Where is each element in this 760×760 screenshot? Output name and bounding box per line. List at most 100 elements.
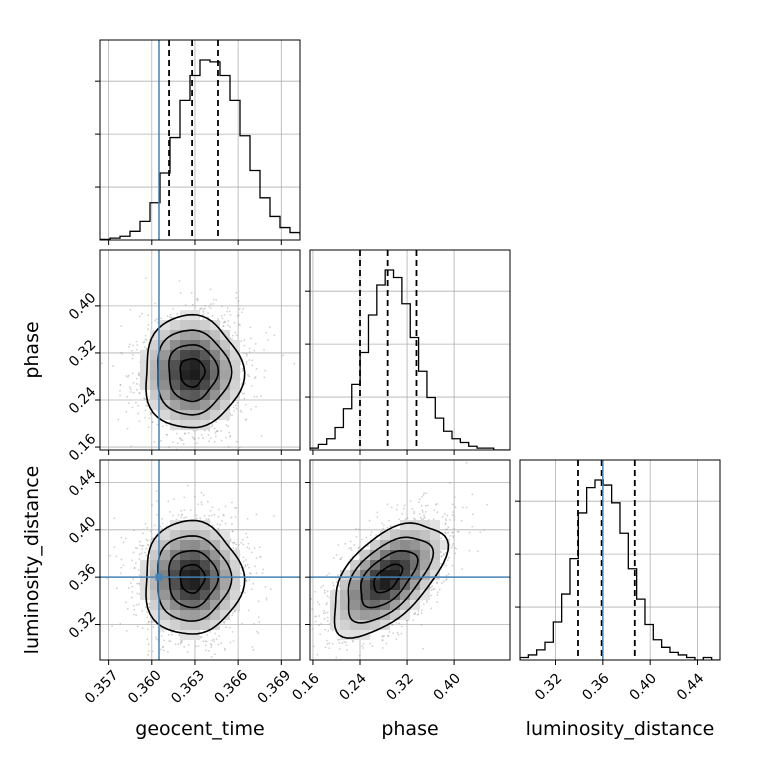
- scatter-point: [217, 515, 220, 518]
- density-cell: [190, 400, 200, 410]
- scatter-point: [192, 437, 195, 440]
- scatter-point: [153, 524, 156, 527]
- density-cell: [170, 320, 180, 330]
- scatter-point: [117, 418, 120, 421]
- scatter-point: [144, 522, 147, 525]
- density-cell: [190, 330, 200, 340]
- density-cell: [170, 560, 180, 570]
- scatter-point: [255, 405, 257, 408]
- scatter-point: [255, 513, 258, 516]
- scatter-point: [245, 362, 248, 365]
- density-cell: [180, 320, 190, 330]
- scatter-point: [181, 639, 183, 642]
- scatter-point: [120, 351, 122, 354]
- scatter-point: [131, 559, 133, 562]
- density-cell: [200, 320, 210, 330]
- scatter-point: [232, 640, 235, 642]
- scatter-point: [131, 406, 134, 409]
- scatter-point: [133, 529, 136, 532]
- scatter-point: [156, 638, 158, 641]
- scatter-point: [151, 650, 154, 653]
- density-cell: [170, 380, 180, 390]
- scatter-point: [388, 631, 391, 633]
- scatter-point: [180, 510, 183, 512]
- scatter-point: [212, 638, 215, 641]
- density-cell: [180, 400, 190, 410]
- density-cell: [230, 360, 240, 370]
- scatter-point: [143, 667, 145, 669]
- scatter-point: [130, 391, 132, 393]
- density-cell: [210, 390, 220, 400]
- scatter-point: [132, 391, 135, 394]
- density-cell: [180, 350, 190, 360]
- scatter-point: [128, 346, 130, 348]
- scatter-point: [207, 649, 210, 652]
- scatter-point: [159, 648, 162, 651]
- density-cell: [140, 370, 150, 380]
- density-cell: [200, 520, 210, 530]
- scatter-point: [235, 296, 238, 299]
- scatter-point: [183, 516, 186, 519]
- scatter-point: [223, 320, 226, 323]
- scatter-point: [221, 305, 224, 308]
- y-tick-label: 0.32: [66, 337, 99, 370]
- panel-content: [100, 40, 300, 240]
- scatter-point: [147, 426, 150, 429]
- panel-luminosity_distance-vs-geocent_time: 0.320.360.400.440.357 0.360 0.363 0.366 0.36…: [66, 459, 301, 707]
- scatter-point: [179, 641, 182, 644]
- density-cell: [140, 380, 150, 390]
- density-cell: [220, 570, 230, 580]
- scatter-point: [315, 615, 317, 618]
- scatter-point: [154, 302, 156, 305]
- scatter-point: [217, 318, 219, 320]
- scatter-point: [214, 435, 217, 438]
- scatter-point: [211, 639, 214, 642]
- scatter-point: [178, 634, 180, 637]
- scatter-point: [182, 443, 185, 446]
- scatter-point: [234, 331, 237, 334]
- scatter-point: [169, 316, 172, 319]
- density-cell: [220, 530, 230, 540]
- scatter-point: [121, 352, 123, 355]
- density-cell: [140, 560, 150, 570]
- scatter-point: [137, 404, 140, 407]
- density-cell: [150, 390, 160, 400]
- density-cell: [210, 530, 220, 540]
- scatter-point: [183, 509, 186, 511]
- scatter-point: [147, 621, 150, 623]
- scatter-point: [246, 563, 249, 566]
- scatter-point: [144, 551, 146, 554]
- scatter-point: [265, 331, 268, 334]
- density-cell: [150, 330, 160, 340]
- scatter-point: [333, 588, 336, 591]
- scatter-point: [263, 349, 265, 351]
- scatter-point: [145, 547, 148, 550]
- scatter-point: [168, 527, 171, 530]
- scatter-point: [214, 653, 216, 656]
- scatter-point: [254, 376, 257, 378]
- density-cell: [190, 630, 200, 640]
- scatter-point: [141, 545, 143, 547]
- scatter-point: [143, 346, 146, 348]
- density-cell: [180, 330, 190, 340]
- density-cell: [170, 610, 180, 620]
- scatter-point: [231, 523, 233, 526]
- density-cell: [230, 560, 240, 570]
- scatter-point: [205, 640, 208, 643]
- scatter-point: [147, 328, 150, 331]
- scatter-point: [212, 524, 214, 527]
- density-cell: [150, 380, 160, 390]
- density-cell: [170, 590, 180, 600]
- scatter-point: [257, 616, 260, 619]
- scatter-point: [208, 429, 211, 432]
- scatter-point: [216, 523, 219, 526]
- density-cell: [230, 340, 240, 350]
- scatter-point: [219, 524, 221, 526]
- scatter-point: [147, 324, 150, 326]
- panel-content: [100, 250, 300, 450]
- density-cell: [200, 380, 210, 390]
- density-cell: [200, 410, 210, 420]
- scatter-point: [198, 665, 200, 667]
- scatter-point: [229, 538, 232, 541]
- density-cell: [150, 570, 160, 580]
